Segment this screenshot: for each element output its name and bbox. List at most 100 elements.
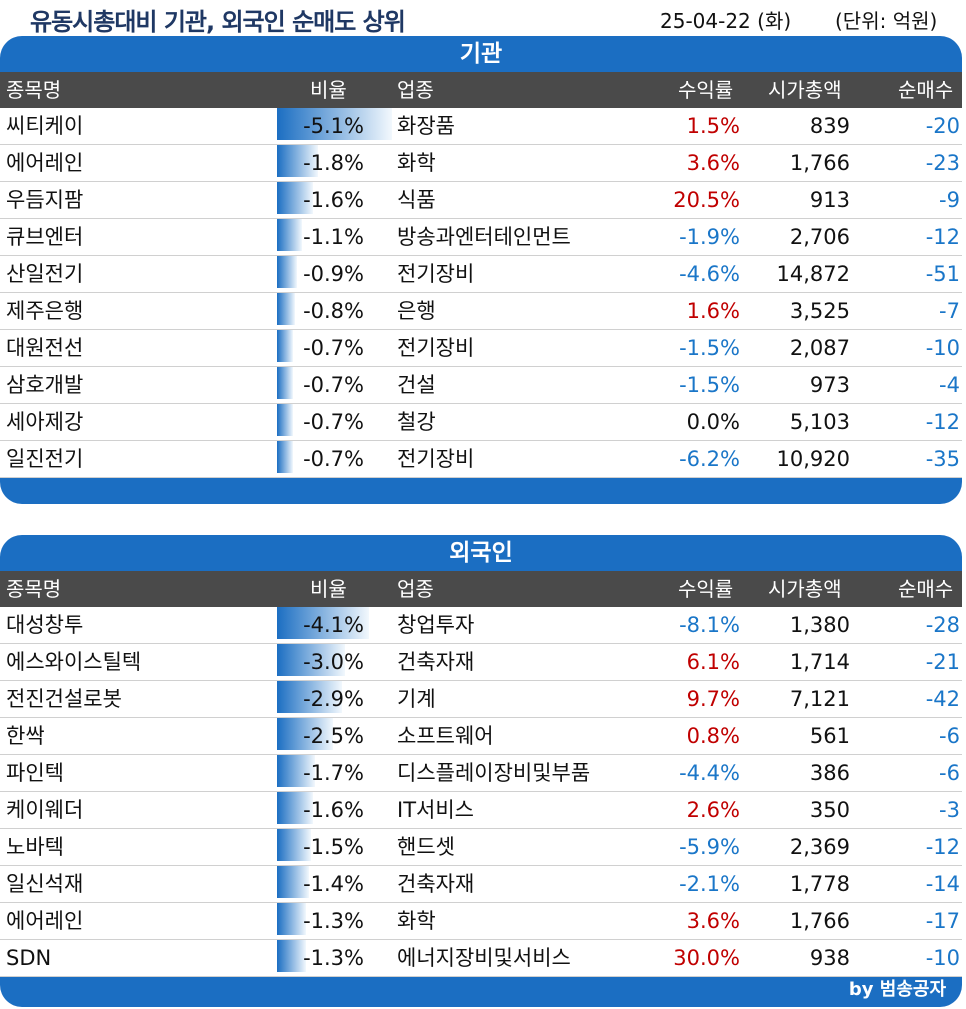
ratio-value: -1.7% (303, 761, 364, 785)
return-value: 6.1% (686, 650, 740, 674)
industry-name: 건축자재 (397, 650, 475, 674)
net-buy-value: -12 (925, 410, 960, 434)
ratio-bar (277, 940, 306, 972)
table-row: 에어레인 -1.3% 화학 3.6% 1,766 -17 (0, 903, 962, 940)
stock-name: 제주은행 (6, 299, 84, 323)
ratio-value: -0.8% (303, 299, 364, 323)
table-row: 일신석재 -1.4% 건축자재 -2.1% 1,778 -14 (0, 866, 962, 903)
net-buy-value: -10 (925, 336, 960, 360)
net-buy-value: -21 (925, 650, 960, 674)
ratio-bar (277, 293, 295, 325)
industry-name: 에너지장비및서비스 (397, 946, 571, 970)
ratio-bar (277, 404, 293, 436)
net-buy-value: -35 (925, 447, 960, 471)
col-name-header: 종목명 (6, 577, 62, 601)
ratio-bar (277, 330, 293, 362)
ratio-bar (277, 256, 297, 288)
col-ratio-header: 비율 (310, 78, 347, 102)
industry-name: 핸드셋 (397, 835, 455, 859)
net-buy-value: -42 (925, 687, 960, 711)
table-row: 세아제강 -0.7% 철강 0.0% 5,103 -12 (0, 404, 962, 441)
date-label: 25-04-22 (화) (660, 9, 792, 33)
table-row: 씨티케이 -5.1% 화장품 1.5% 839 -20 (0, 108, 962, 145)
market-cap-value: 2,369 (789, 835, 850, 859)
net-buy-value: -14 (925, 872, 960, 896)
return-value: -8.1% (679, 613, 740, 637)
table-row: 전진건설로봇 -2.9% 기계 9.7% 7,121 -42 (0, 681, 962, 718)
page-title: 유동시총대비 기관, 외국인 순매도 상위 (30, 8, 406, 36)
ratio-bar (277, 718, 333, 750)
market-cap-value: 350 (809, 798, 850, 822)
return-value: 2.6% (686, 798, 740, 822)
stock-name: 우듬지팜 (6, 188, 84, 212)
table-row: 삼호개발 -0.7% 건설 -1.5% 973 -4 (0, 367, 962, 404)
table-row: SDN -1.3% 에너지장비및서비스 30.0% 938 -10 (0, 940, 962, 977)
ratio-bar (277, 792, 313, 824)
unit-label: (단위: 억원) (835, 9, 938, 33)
panel-title: 외국인 (449, 540, 513, 566)
net-buy-value: -23 (925, 151, 960, 175)
net-buy-value: -28 (925, 613, 960, 637)
table-row: 파인텍 -1.7% 디스플레이장비및부품 -4.4% 386 -6 (0, 755, 962, 792)
net-buy-value: -51 (925, 262, 960, 286)
stock-name: 산일전기 (6, 262, 84, 286)
return-value: -1.5% (679, 373, 740, 397)
stock-name: 큐브엔터 (6, 225, 84, 249)
panel-title: 기관 (459, 41, 503, 67)
return-value: 1.5% (686, 114, 740, 138)
industry-name: 철강 (397, 410, 436, 434)
stock-name: 세아제강 (6, 410, 84, 434)
table-row: 제주은행 -0.8% 은행 1.6% 3,525 -7 (0, 293, 962, 330)
ratio-value: -0.7% (303, 336, 364, 360)
ratio-value: -1.8% (303, 151, 364, 175)
market-cap-value: 973 (809, 373, 850, 397)
stock-name: 노바텍 (6, 835, 64, 859)
net-buy-value: -3 (939, 798, 960, 822)
market-cap-value: 5,103 (789, 410, 850, 434)
industry-name: 화장품 (397, 114, 455, 138)
industry-name: 전기장비 (397, 262, 475, 286)
table-body: 씨티케이 -5.1% 화장품 1.5% 839 -20 에어레인 -1.8% 화학 3.6% 1,7… (0, 108, 962, 478)
industry-name: 전기장비 (397, 447, 475, 471)
col-cap-header: 시가총액 (768, 78, 842, 102)
stock-name: SDN (6, 946, 52, 970)
col-ratio-header: 비율 (310, 577, 347, 601)
net-buy-value: -9 (939, 188, 960, 212)
table-row: 노바텍 -1.5% 핸드셋 -5.9% 2,369 -12 (0, 829, 962, 866)
stock-name: 일진전기 (6, 447, 84, 471)
industry-name: 창업투자 (397, 613, 475, 637)
net-buy-value: -7 (939, 299, 960, 323)
net-buy-value: -6 (939, 761, 960, 785)
col-return-header: 수익률 (678, 78, 734, 102)
ratio-bar (277, 644, 345, 676)
stock-name: 씨티케이 (6, 114, 84, 138)
net-buy-value: -20 (925, 114, 960, 138)
ratio-bar (277, 182, 313, 214)
ratio-value: -1.6% (303, 798, 364, 822)
industry-name: 화학 (397, 909, 436, 933)
market-cap-value: 1,714 (789, 650, 850, 674)
ratio-value: -1.3% (303, 946, 364, 970)
return-value: -5.9% (679, 835, 740, 859)
industry-name: 방송과엔터테인먼트 (397, 225, 571, 249)
table-row: 산일전기 -0.9% 전기장비 -4.6% 14,872 -51 (0, 256, 962, 293)
stock-name: 에어레인 (6, 909, 84, 933)
stock-name: 삼호개발 (6, 373, 84, 397)
market-cap-value: 7,121 (789, 687, 850, 711)
ratio-value: -2.9% (303, 687, 364, 711)
market-cap-value: 1,778 (789, 872, 850, 896)
return-value: -1.9% (679, 225, 740, 249)
foreigner-panel: 외국인 종목명 비율 업종 수익률 시가총액 순매수 대성창투 -4.1% 창업투자… (0, 535, 962, 1007)
market-cap-value: 2,706 (789, 225, 850, 249)
col-return-header: 수익률 (678, 577, 734, 601)
col-net-header: 순매수 (898, 78, 954, 102)
col-net-header: 순매수 (898, 577, 954, 601)
ratio-value: -0.7% (303, 447, 364, 471)
ratio-value: -3.0% (303, 650, 364, 674)
ratio-value: -0.7% (303, 410, 364, 434)
market-cap-value: 386 (809, 761, 850, 785)
market-cap-value: 913 (809, 188, 850, 212)
ratio-value: -1.1% (303, 225, 364, 249)
stock-name: 일신석재 (6, 872, 84, 896)
stock-name: 전진건설로봇 (6, 687, 122, 711)
